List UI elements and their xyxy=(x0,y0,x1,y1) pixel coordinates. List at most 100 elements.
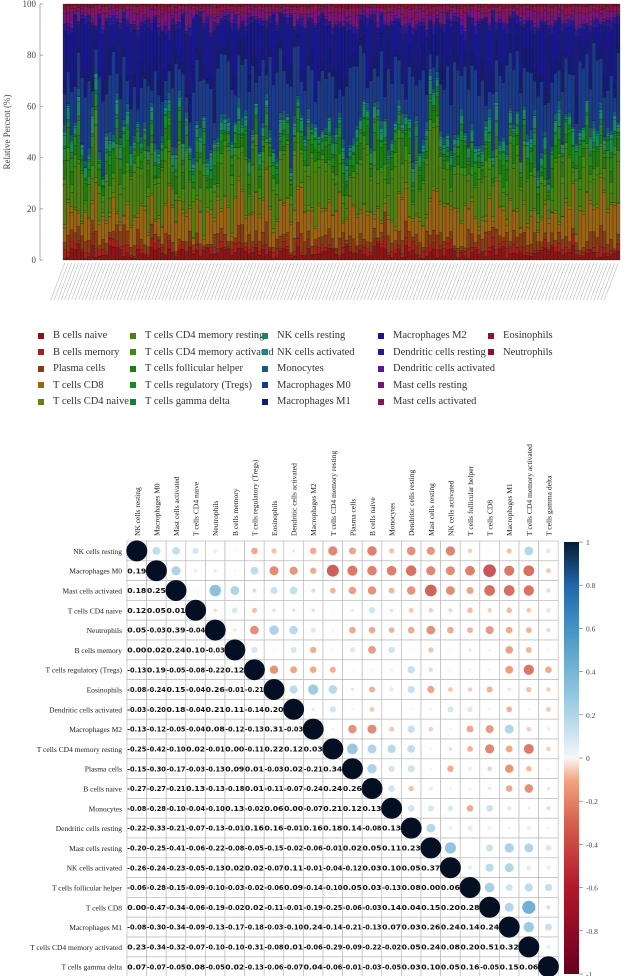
correlation-value: -0.01 xyxy=(304,864,323,872)
x-tick-label-sample xyxy=(95,262,111,301)
correlation-circle xyxy=(410,708,413,711)
correlation-circle xyxy=(447,706,454,713)
correlation-circle xyxy=(486,844,494,852)
correlation-circle xyxy=(233,628,237,632)
correlation-circle xyxy=(466,725,474,733)
correlation-value: 0.14 xyxy=(461,924,480,932)
correlation-value: -0.13 xyxy=(363,924,382,932)
correlation-value: -0.02 xyxy=(225,904,244,912)
column-label: NK cells activated xyxy=(446,480,455,536)
correlation-value: -0.13 xyxy=(127,666,146,674)
correlation-circle xyxy=(467,745,473,752)
correlation-circle xyxy=(309,666,317,674)
correlation-value: -0.01 xyxy=(284,825,303,833)
correlation-circle xyxy=(388,765,395,772)
correlation-value: -0.08 xyxy=(265,944,284,952)
correlation-value: 0.00 xyxy=(127,904,146,912)
correlation-circle xyxy=(546,826,550,830)
correlation-value: -0.10 xyxy=(206,884,225,892)
correlation-circle xyxy=(485,725,494,734)
correlation-circle xyxy=(289,566,298,575)
correlation-value: 0.18 xyxy=(127,587,146,595)
correlation-circle xyxy=(233,569,237,573)
correlation-circle xyxy=(488,668,491,672)
row-label: Dendritic cells activated xyxy=(49,705,122,714)
correlation-value: 0.02 xyxy=(147,647,166,655)
correlation-value: -0.04 xyxy=(186,805,205,813)
diagonal-circle xyxy=(381,797,403,819)
correlation-value: -0.05 xyxy=(167,726,186,734)
correlation-circle xyxy=(467,706,473,713)
correlation-value: -0.01 xyxy=(284,904,303,912)
correlation-value: 0.13 xyxy=(363,805,382,813)
diagonal-circle xyxy=(518,936,540,958)
correlation-circle xyxy=(250,625,259,635)
correlation-value: 0.02 xyxy=(225,864,244,872)
correlation-circle xyxy=(331,628,334,632)
correlation-value: -0.01 xyxy=(343,963,362,971)
correlation-value: 0.02 xyxy=(245,904,264,912)
row-label: B cells naive xyxy=(83,785,122,794)
correlation-circle xyxy=(445,566,455,576)
colorbar-tick-label: 0.8 xyxy=(586,581,596,590)
correlation-value: -0.30 xyxy=(147,924,166,932)
row-label: NK cells resting xyxy=(73,547,122,556)
correlation-circle xyxy=(252,588,257,593)
correlation-value: 0.13 xyxy=(382,825,401,833)
correlation-circle xyxy=(526,765,532,772)
correlation-value: -0.14 xyxy=(323,924,342,932)
correlation-circle xyxy=(449,668,452,672)
correlation-value: -0.02 xyxy=(284,845,303,853)
correlation-circle xyxy=(309,547,317,555)
correlation-value: -0.04 xyxy=(186,706,205,714)
correlation-value: -0.03 xyxy=(363,963,382,971)
correlation-circle xyxy=(444,842,456,854)
correlation-circle xyxy=(389,608,394,613)
correlation-value: -0.19 xyxy=(206,904,225,912)
correlation-value: 0.00 xyxy=(127,647,146,655)
correlation-value: -0.03 xyxy=(225,884,244,892)
correlation-circle xyxy=(386,565,397,576)
correlation-circle xyxy=(213,569,217,573)
correlation-circle xyxy=(429,747,432,751)
column-label: T cells CD4 memory resting xyxy=(329,450,338,536)
correlation-circle xyxy=(209,584,221,597)
colorbar-tick-label: 0 xyxy=(586,754,590,763)
diagonal-circle xyxy=(400,817,422,839)
diagonal-circle xyxy=(165,580,187,601)
correlation-value: -0.21 xyxy=(304,765,323,773)
column-label: Monocytes xyxy=(388,503,397,536)
correlation-circle xyxy=(524,784,534,793)
bars xyxy=(50,3,621,301)
correlation-value: -0.13 xyxy=(127,726,146,734)
correlation-circle xyxy=(448,786,452,791)
correlation-circle xyxy=(368,645,376,654)
correlation-circle xyxy=(407,744,416,753)
correlation-circle xyxy=(505,884,513,891)
correlation-circle xyxy=(504,724,514,734)
correlation-circle xyxy=(426,823,436,833)
correlation-circle xyxy=(428,608,434,613)
correlation-circle xyxy=(545,844,552,851)
correlation-circle xyxy=(329,666,336,673)
correlation-value: 0.12 xyxy=(127,607,146,615)
correlation-value: -0.25 xyxy=(323,904,342,912)
correlation-value: 0.02 xyxy=(343,845,362,853)
correlation-circle xyxy=(349,647,356,653)
correlation-value: 0.01 xyxy=(167,607,186,615)
correlation-value: 0.06 xyxy=(519,963,538,971)
y-tick-label: 60 xyxy=(27,101,37,111)
correlation-circle xyxy=(213,608,218,613)
correlation-circle xyxy=(331,608,335,612)
correlation-value: -0.05 xyxy=(206,963,225,971)
correlation-value: 0.14 xyxy=(343,825,362,833)
diagonal-circle xyxy=(283,698,305,720)
correlation-value: 0.09 xyxy=(225,765,244,773)
row-label: Plasma cells xyxy=(85,765,122,774)
correlation-circle xyxy=(525,646,532,653)
correlation-value: -0.08 xyxy=(127,924,146,932)
correlation-value: -0.18 xyxy=(225,785,244,793)
y-tick-label: 0 xyxy=(32,255,37,265)
correlation-circle xyxy=(349,626,356,634)
correlation-value: -0.27 xyxy=(147,785,166,793)
